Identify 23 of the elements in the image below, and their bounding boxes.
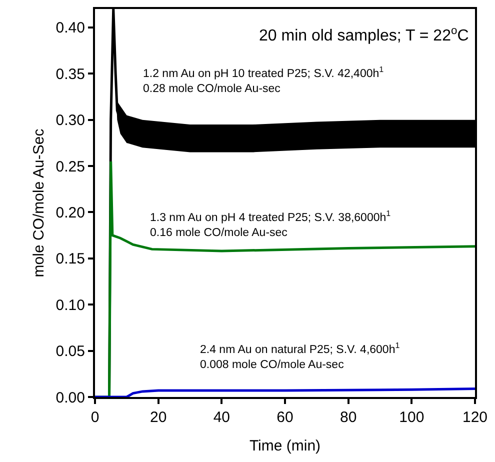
y-tick-label: 0.25 [56, 158, 85, 176]
y-tick-label: 0.35 [56, 66, 85, 83]
y-tick-label: 0.15 [56, 250, 85, 268]
y-tick-label: 0.05 [56, 343, 85, 360]
text: 20 min old samples; T = 22$^{o}$C [259, 25, 469, 45]
y-tick-label: 0.30 [56, 112, 85, 130]
x-tick-label: 100 [399, 409, 424, 426]
text: 1.2 nm Au on pH 10 treated P25; S.V. 42,400h$^{1}$ 0.28 mole CO/mole Au-sec [143, 65, 384, 95]
x-axis-title: Time (min) [249, 438, 321, 454]
y-tick-label: 0.20 [56, 204, 85, 222]
x-tick-label: 40 [213, 409, 230, 426]
line-series [95, 387, 475, 397]
x-tick-label: 0 [90, 409, 100, 426]
y-tick-label: 0.40 [56, 20, 85, 37]
x-tick-label: 20 [150, 409, 167, 426]
x-tick-label: 120 [462, 409, 488, 426]
y-tick-label: 0.00 [56, 389, 85, 406]
y-axis-title: mole CO/mole Au-Sec [30, 128, 48, 278]
text: 2.4 nm Au on natural P25; S.V. 4,600h$^{1}$ 0.008 mole CO/mole Au-sec [200, 341, 400, 371]
text: 1.3 nm Au on pH 4 treated P25; S.V. 38,6000h$^{1}$ 0.16 mole CO/mole Au-sec [150, 209, 391, 239]
x-tick-label: 80 [340, 409, 357, 426]
x-tick-label: 60 [276, 409, 294, 426]
y-tick-label: 0.10 [56, 296, 85, 314]
